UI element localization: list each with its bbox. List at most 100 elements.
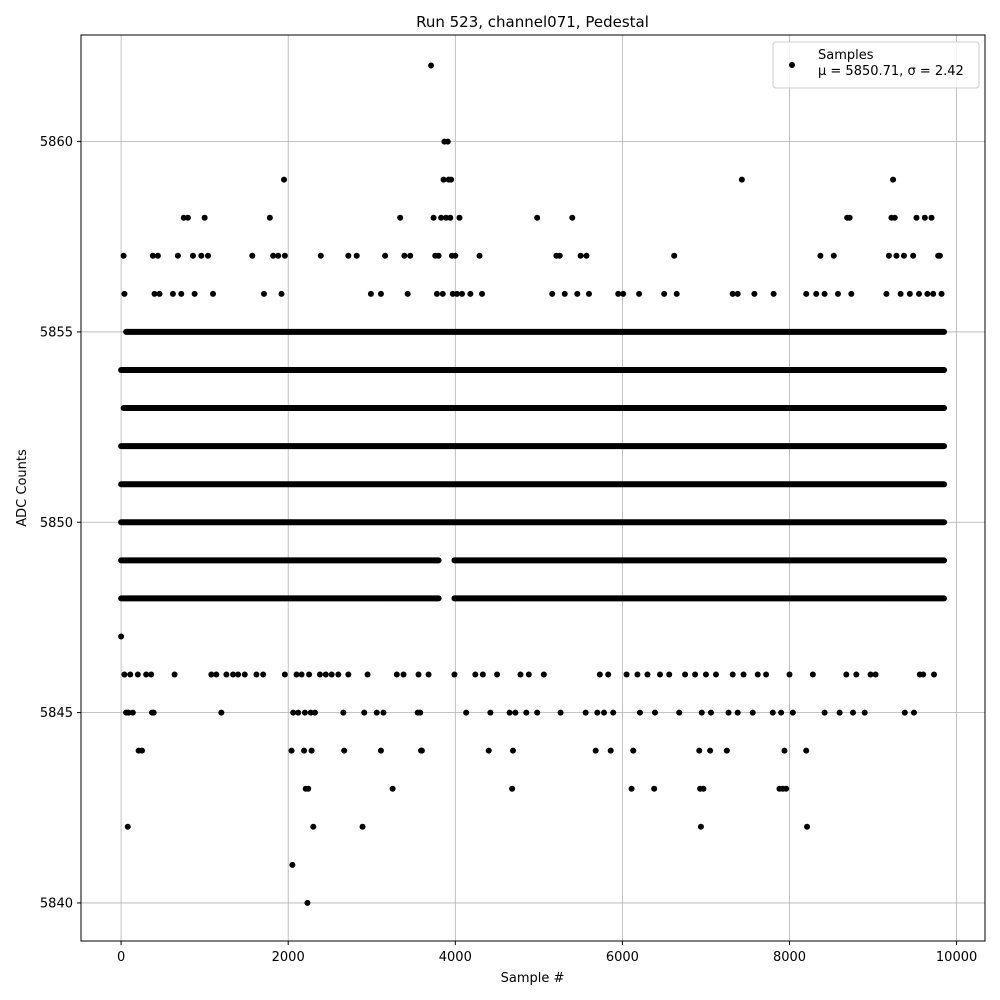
data-point <box>729 671 736 678</box>
data-point <box>901 709 908 716</box>
data-point <box>377 290 384 297</box>
data-point <box>596 671 603 678</box>
data-point <box>671 252 678 259</box>
data-point <box>253 671 260 678</box>
data-point <box>404 290 411 297</box>
data-point <box>749 709 756 716</box>
data-point <box>723 747 730 754</box>
data-point <box>345 252 352 259</box>
data-point <box>275 252 282 259</box>
data-point <box>447 214 454 221</box>
legend-marker <box>789 62 795 68</box>
data-point <box>448 176 455 183</box>
data-point <box>311 709 318 716</box>
data-point <box>418 747 425 754</box>
y-axis: 5840 5845 5850 5855 5860 <box>40 135 81 911</box>
data-point <box>288 747 295 754</box>
data-point <box>241 671 248 678</box>
data-point <box>298 671 305 678</box>
data-point <box>836 709 843 716</box>
data-point <box>204 252 211 259</box>
data-point <box>487 709 494 716</box>
data-point <box>781 747 788 754</box>
data-point <box>583 252 590 259</box>
data-point <box>382 252 389 259</box>
data-point <box>921 214 928 221</box>
data-point <box>210 290 217 297</box>
data-point <box>804 823 811 830</box>
data-point <box>569 214 576 221</box>
data-point <box>786 671 793 678</box>
data-point <box>930 290 937 297</box>
data-point <box>340 709 347 716</box>
data-point <box>191 290 198 297</box>
x-tick-label: 10000 <box>936 950 977 965</box>
data-point <box>456 214 463 221</box>
data-point <box>666 671 673 678</box>
data-point <box>582 709 589 716</box>
data-point <box>235 671 242 678</box>
data-point <box>380 709 387 716</box>
data-point <box>415 671 422 678</box>
data-point <box>123 405 130 412</box>
data-point <box>124 823 131 830</box>
plot-frame <box>80 34 986 942</box>
data-point <box>359 823 366 830</box>
data-point <box>673 290 680 297</box>
data-point <box>594 709 601 716</box>
data-point <box>121 671 128 678</box>
data-point <box>523 709 530 716</box>
data-points <box>118 62 948 906</box>
data-point <box>700 785 707 792</box>
data-point <box>517 671 524 678</box>
data-point <box>430 214 437 221</box>
legend: Samples μ = 5850.71, σ = 2.42 <box>772 41 980 89</box>
data-point <box>698 709 705 716</box>
data-point <box>301 747 308 754</box>
data-point <box>697 823 704 830</box>
data-point <box>910 252 917 259</box>
data-point <box>317 252 324 259</box>
data-point <box>883 290 890 297</box>
data-point <box>134 671 141 678</box>
data-point <box>509 747 516 754</box>
data-point <box>577 252 584 259</box>
data-point <box>751 290 758 297</box>
data-point <box>260 290 267 297</box>
data-point <box>341 747 348 754</box>
data-point <box>900 252 907 259</box>
data-point <box>848 290 855 297</box>
y-tick-label: 5850 <box>40 516 73 531</box>
data-point <box>304 899 311 906</box>
data-point <box>682 671 689 678</box>
data-point <box>651 785 658 792</box>
data-point <box>778 709 785 716</box>
data-point <box>417 709 424 716</box>
data-point <box>281 176 288 183</box>
data-point <box>433 290 440 297</box>
data-point <box>143 671 150 678</box>
legend-series-name: Samples <box>818 48 874 63</box>
data-point <box>361 709 368 716</box>
data-point <box>913 214 920 221</box>
data-point <box>906 290 913 297</box>
data-point <box>440 176 447 183</box>
data-point <box>281 671 288 678</box>
data-point <box>401 252 408 259</box>
data-point <box>725 709 732 716</box>
data-point <box>853 671 860 678</box>
data-point <box>377 747 384 754</box>
data-point <box>676 709 683 716</box>
data-point <box>789 709 796 716</box>
data-point <box>389 785 396 792</box>
data-point <box>364 671 371 678</box>
data-point <box>525 671 532 678</box>
data-point <box>893 252 900 259</box>
data-point <box>449 290 456 297</box>
data-point <box>692 671 699 678</box>
y-tick-label: 5840 <box>40 896 73 911</box>
data-point <box>891 214 898 221</box>
data-point <box>754 671 761 678</box>
data-point <box>307 709 314 716</box>
